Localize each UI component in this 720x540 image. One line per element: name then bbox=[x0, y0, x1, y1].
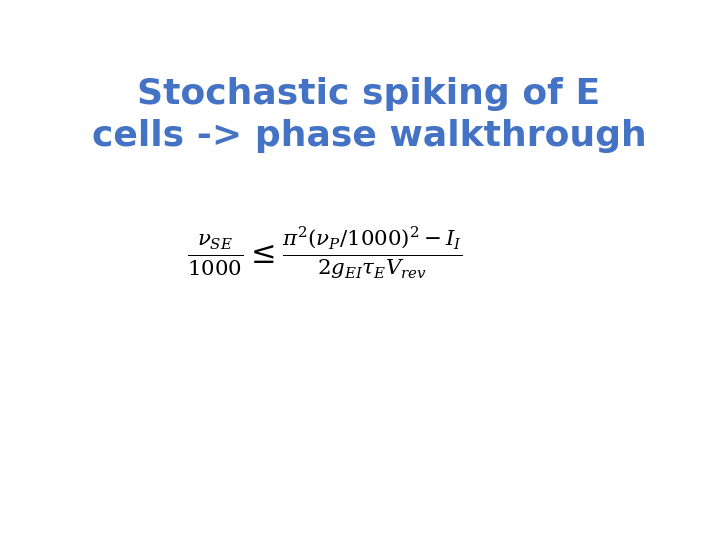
Text: Stochastic spiking of E
cells -> phase walkthrough: Stochastic spiking of E cells -> phase w… bbox=[91, 77, 647, 153]
Text: $\frac{\nu_{SE}}{1000} \leq \frac{\pi^2(\nu_P/1000)^2 - I_I}{2g_{EI}\tau_E V_{re: $\frac{\nu_{SE}}{1000} \leq \frac{\pi^2(… bbox=[186, 224, 462, 280]
